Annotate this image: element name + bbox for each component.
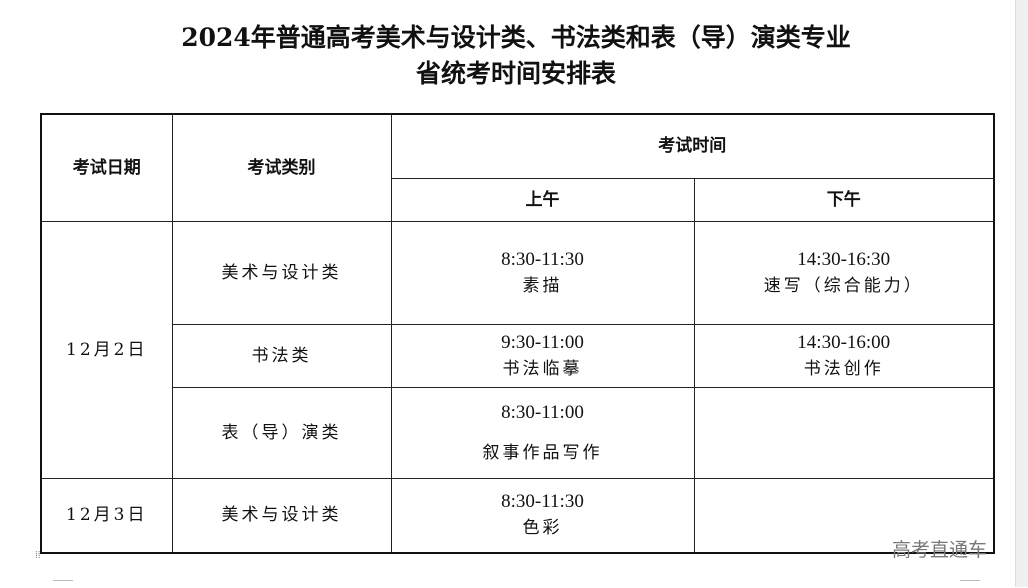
afternoon-cell: 14:30-16:00 书法创作 (693, 323, 995, 388)
date-cell: 12月2日 (40, 220, 173, 479)
category-cell: 美术与设计类 (171, 477, 392, 554)
category-cell: 书法类 (171, 323, 392, 388)
table-row: 书法类 9:30-11:00 书法临摹 14:30-16:00 书法创作 (41, 323, 995, 388)
table-row: 表（导）演类 8:30-11:00 叙事作品写作 (41, 386, 995, 479)
time-text: 8:30-11:30 (501, 248, 584, 270)
header-morning: 上午 (390, 177, 695, 222)
watermark: 高考直通车 (892, 539, 988, 561)
category-cell: 美术与设计类 (171, 220, 392, 325)
time-text: 9:30-11:00 (501, 331, 584, 353)
document-title-line2: 省统考时间安排表 (415, 59, 616, 88)
subject-text: 素描 (522, 275, 563, 296)
subject-text: 色彩 (522, 518, 563, 539)
subject-text: 叙事作品写作 (482, 442, 603, 463)
afternoon-cell (693, 386, 995, 479)
time-text: 14:30-16:30 (797, 248, 891, 270)
subject-text: 速写（综合能力） (763, 275, 924, 296)
table-row: 12月3日 美术与设计类 8:30-11:30 色彩 (40, 477, 995, 554)
time-text: 8:30-11:30 (501, 491, 584, 513)
header-time: 考试时间 (390, 113, 995, 179)
header-category: 考试类别 (171, 113, 392, 222)
page-corner-mark (53, 580, 73, 588)
page-corner-mark (960, 580, 980, 588)
table-move-handle[interactable]: ⁞⁞ (35, 550, 41, 561)
morning-cell: 8:30-11:30 色彩 (390, 477, 695, 554)
date-cell: 12月3日 (40, 477, 173, 554)
vertical-scrollbar[interactable] (1015, 0, 1028, 587)
header-afternoon: 下午 (693, 177, 995, 222)
header-date: 考试日期 (40, 113, 173, 222)
category-cell: 表（导）演类 (171, 386, 392, 479)
table-row: 12月2日 美术与设计类 8:30-11:30 素描 14:30-16:30 速写（… (40, 220, 995, 479)
time-text: 8:30-11:00 (501, 401, 584, 423)
morning-cell: 9:30-11:00 书法临摹 (390, 323, 695, 388)
morning-cell: 8:30-11:00 叙事作品写作 (390, 386, 695, 479)
afternoon-cell (693, 477, 995, 554)
afternoon-cell: 14:30-16:30 速写（综合能力） (693, 220, 995, 325)
time-text: 14:30-16:00 (797, 331, 891, 353)
document-title-line1: 2024年普通高考美术与设计类、书法类和表（导）演类专业 (181, 23, 851, 52)
morning-cell: 8:30-11:30 素描 (390, 220, 695, 325)
exam-schedule-table: 考试日期 考试类别 考试时间 上午 下午 12月2日 美术与设计类 8:30-1… (40, 113, 995, 554)
subject-text: 书法临摹 (502, 358, 583, 379)
subject-text: 书法创作 (803, 358, 884, 379)
